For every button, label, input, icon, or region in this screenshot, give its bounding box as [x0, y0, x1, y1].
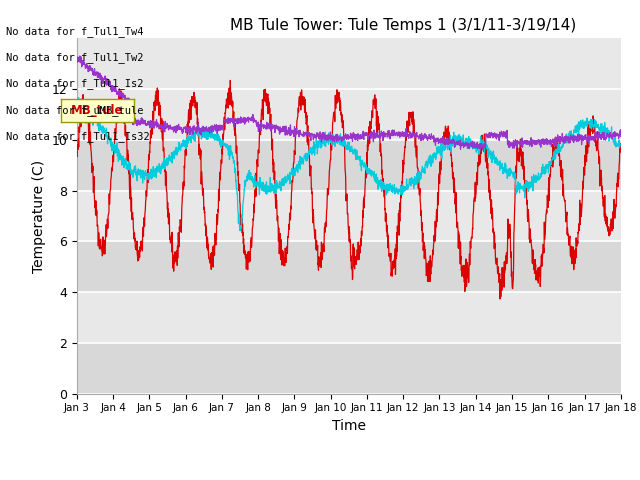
- Y-axis label: Temperature (C): Temperature (C): [31, 159, 45, 273]
- Bar: [77, 140, 621, 191]
- Text: MB_tule: MB_tule: [71, 104, 124, 118]
- Bar: [77, 343, 621, 394]
- Text: No data for f_Tul1_Is2: No data for f_Tul1_Is2: [6, 78, 144, 89]
- Bar: [77, 241, 621, 292]
- Bar: [77, 292, 621, 343]
- Title: MB Tule Tower: Tule Temps 1 (3/1/11-3/19/14): MB Tule Tower: Tule Temps 1 (3/1/11-3/19…: [230, 18, 577, 33]
- Bar: [77, 89, 621, 140]
- Text: No data for f_Tul1_Tw4: No data for f_Tul1_Tw4: [6, 25, 144, 36]
- Bar: [77, 191, 621, 241]
- Text: No data for f_uMB_tule: No data for f_uMB_tule: [6, 105, 144, 116]
- Legend: Tul1_Tw+10cm, Tul1_Ts-8cm, Tul1_Ts-16cm: Tul1_Tw+10cm, Tul1_Ts-8cm, Tul1_Ts-16cm: [131, 478, 566, 480]
- Text: No data for f_Tul1_Is32: No data for f_Tul1_Is32: [6, 131, 150, 142]
- Text: No data for f_Tul1_Tw2: No data for f_Tul1_Tw2: [6, 52, 144, 63]
- X-axis label: Time: Time: [332, 419, 366, 433]
